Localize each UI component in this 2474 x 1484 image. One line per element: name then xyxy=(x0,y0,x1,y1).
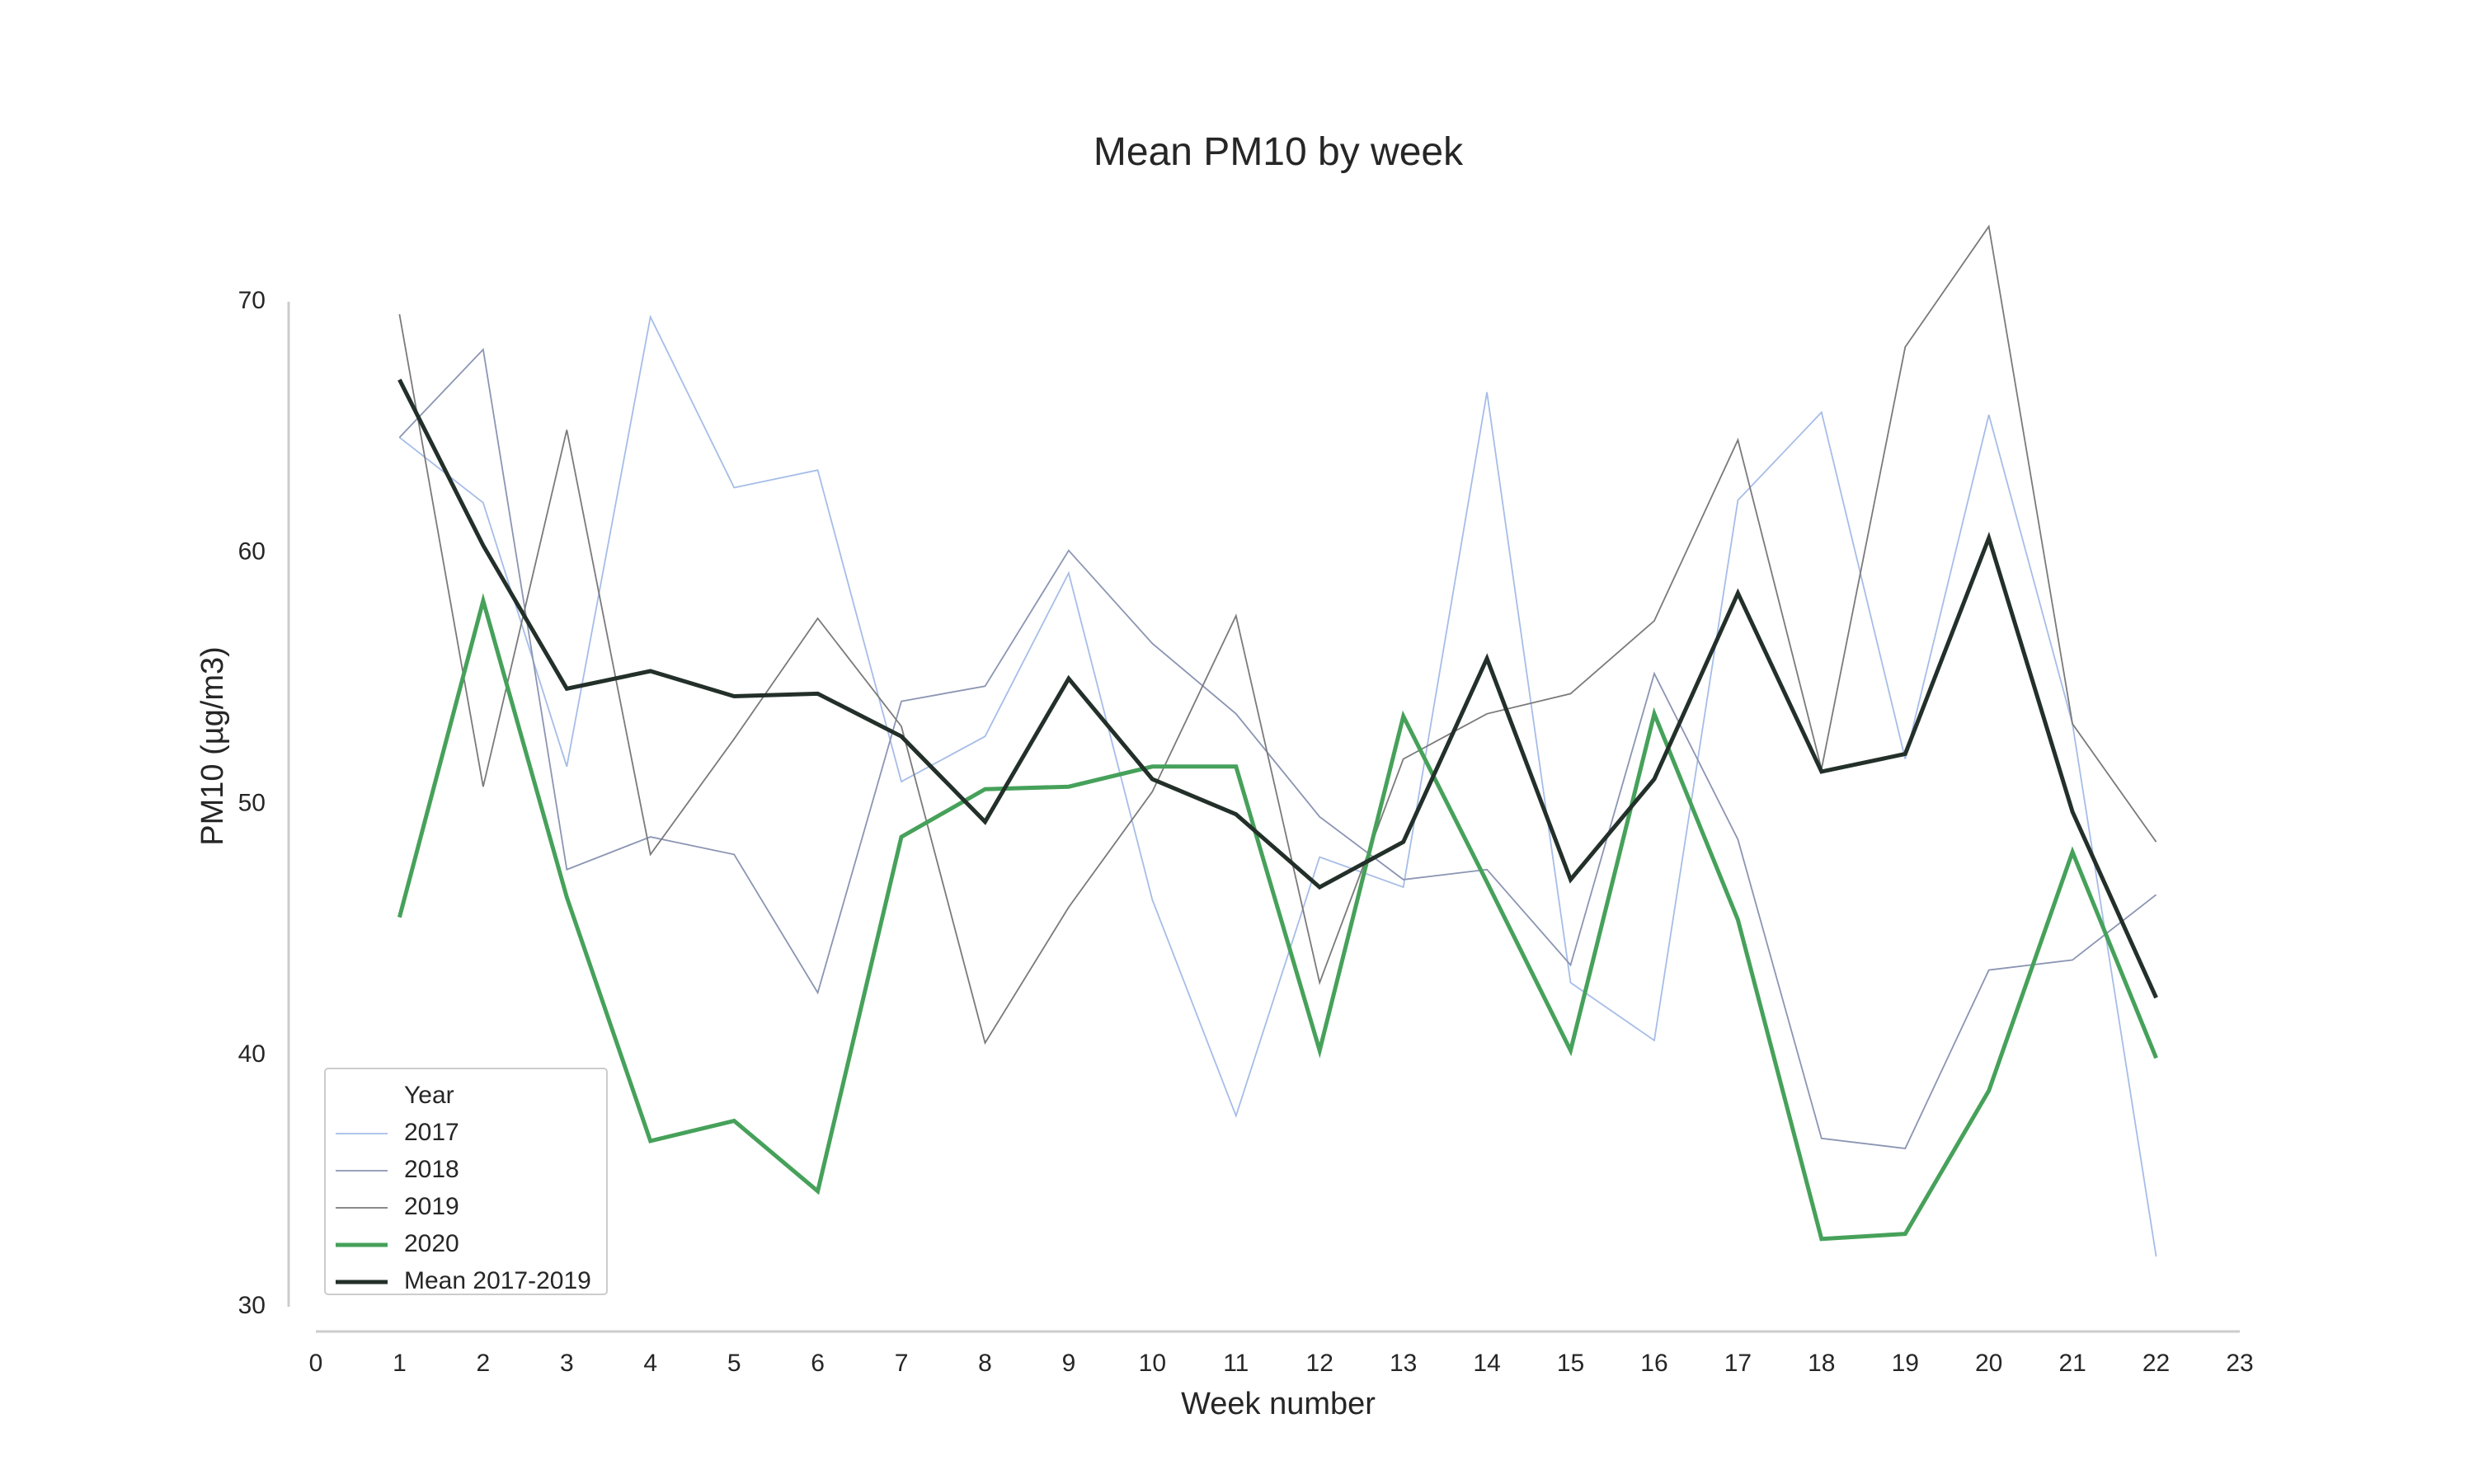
x-tick-label: 5 xyxy=(727,1350,741,1377)
chart-title: Mean PM10 by week xyxy=(1094,130,1464,174)
legend-label-mean-2017-2019: Mean 2017-2019 xyxy=(404,1267,591,1294)
y-tick-label: 30 xyxy=(238,1292,266,1319)
y-tick-label: 40 xyxy=(238,1040,266,1068)
legend-label-2020: 2020 xyxy=(404,1230,459,1257)
legend-frame xyxy=(324,1068,608,1295)
x-tick-label: 17 xyxy=(1724,1350,1752,1377)
series-line-mean-2017-2019 xyxy=(397,378,2158,999)
x-tick-label: 3 xyxy=(560,1350,574,1377)
x-tick-label: 15 xyxy=(1557,1350,1584,1377)
x-tick-label: 20 xyxy=(1975,1350,2002,1377)
y-axis-label: PM10 (µg/m3) xyxy=(195,646,230,846)
x-tick-label: 23 xyxy=(2226,1350,2253,1377)
legend-label-2017: 2017 xyxy=(404,1119,459,1146)
x-tick-label: 1 xyxy=(393,1350,407,1377)
x-tick-label: 14 xyxy=(1473,1350,1500,1377)
legend-title: Year xyxy=(404,1082,454,1109)
x-tick-label: 22 xyxy=(2142,1350,2170,1377)
x-tick-label: 9 xyxy=(1062,1350,1076,1377)
legend: Year 2017 2018 2019 2020 Mean 2017-2019 xyxy=(324,1068,608,1295)
y-tick-label: 50 xyxy=(238,789,266,816)
x-tick-label: 7 xyxy=(895,1350,909,1377)
x-tick-label: 12 xyxy=(1306,1350,1333,1377)
x-tick-label: 16 xyxy=(1640,1350,1667,1377)
series-line-2018 xyxy=(398,347,2157,1149)
y-tick-label: 70 xyxy=(238,287,266,314)
x-tick-label: 18 xyxy=(1808,1350,1835,1377)
x-tick-label: 11 xyxy=(1223,1350,1249,1377)
y-tick-labels: 30 40 50 60 70 xyxy=(238,287,266,1319)
legend-items: 2017 2018 2019 2020 Mean 2017-2019 xyxy=(336,1119,591,1294)
y-tick-label: 60 xyxy=(238,538,266,566)
series-line-2017 xyxy=(398,314,2157,1257)
x-tick-label: 19 xyxy=(1892,1350,1919,1377)
x-tick-labels: 0 1 2 3 4 5 6 7 8 9 10 11 12 13 14 15 16 17 18 19 20 21 22 23 xyxy=(309,1350,2254,1377)
series-line-2019 xyxy=(398,224,2157,1045)
x-tick-label: 6 xyxy=(811,1350,825,1377)
x-tick-label: 10 xyxy=(1139,1350,1166,1377)
x-tick-label: 0 xyxy=(309,1350,323,1377)
series-lines xyxy=(397,224,2158,1257)
series-line-2020 xyxy=(397,593,2158,1242)
legend-label-2019: 2019 xyxy=(404,1193,459,1220)
x-axis-label: Week number xyxy=(1181,1387,1376,1421)
x-tick-label: 8 xyxy=(978,1350,992,1377)
legend-label-2018: 2018 xyxy=(404,1156,459,1183)
x-tick-label: 21 xyxy=(2058,1350,2086,1377)
x-tick-label: 2 xyxy=(477,1350,491,1377)
x-tick-label: 4 xyxy=(643,1350,657,1377)
x-tick-label: 13 xyxy=(1390,1350,1417,1377)
